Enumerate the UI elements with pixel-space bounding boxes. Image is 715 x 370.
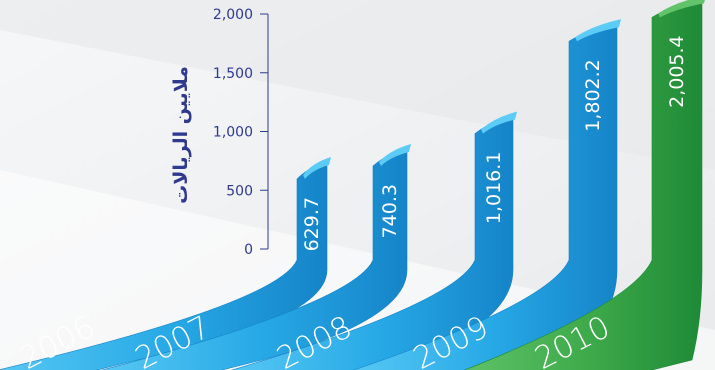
- bar-cap: [481, 111, 517, 134]
- y-tick-label: 500: [226, 183, 253, 199]
- background-band: [0, 0, 715, 170]
- bar-cap: [303, 157, 331, 180]
- value-label-group: 629.7 740.3 1,016.1 1,802.2 2,005.4: [301, 35, 688, 251]
- data-label: 1,016.1: [483, 152, 505, 225]
- y-tick-label: 0: [244, 242, 253, 258]
- data-label: 1,802.2: [582, 59, 604, 132]
- y-tick-label: 1,500: [213, 66, 253, 82]
- y-axis-label-box: ملايين الريالات: [170, 66, 192, 204]
- data-label: 2,005.4: [666, 35, 688, 108]
- data-label: 629.7: [301, 197, 323, 251]
- y-axis-label: ملايين الريالات: [170, 66, 192, 204]
- data-label: 740.3: [379, 184, 401, 238]
- bar-cap: [379, 144, 411, 167]
- bar-cap: [575, 19, 621, 42]
- y-axis: 0 500 1,000 1,500 2,000: [213, 7, 269, 258]
- y-tick-label: 1,000: [213, 125, 253, 141]
- y-tick-label: 2,000: [213, 7, 253, 23]
- bar-cap: [658, 0, 705, 18]
